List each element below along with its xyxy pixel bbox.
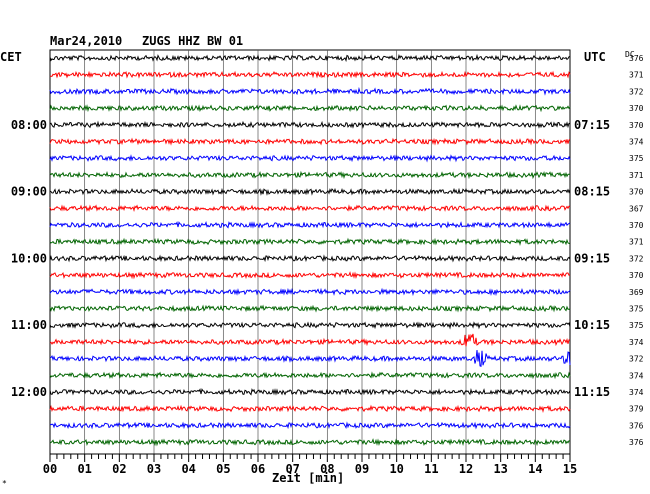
seismic-trace [49, 254, 571, 263]
seismic-trace [49, 104, 571, 113]
x-tick-label: 13 [493, 462, 507, 476]
left-time-label: 12:00 [11, 385, 47, 399]
left-time-label: 11:00 [11, 318, 47, 332]
seismic-trace [49, 321, 571, 330]
dc-offset-label: 374 [629, 138, 644, 147]
corner-mark: * [2, 479, 7, 488]
dc-offset-label: 370 [629, 188, 644, 197]
dc-offset-label: 374 [629, 388, 644, 397]
seismic-trace [49, 438, 571, 447]
dc-offset-label: 376 [629, 421, 644, 430]
header-station: ZUGS HHZ BW 01 [142, 34, 243, 48]
left-time-label: 08:00 [11, 118, 47, 132]
seismic-trace [49, 70, 571, 79]
x-tick-label: 05 [216, 462, 230, 476]
seismic-trace [49, 333, 571, 347]
dc-offset-label: 370 [629, 121, 644, 130]
dc-label: DC [625, 50, 635, 59]
seismic-trace [49, 387, 571, 396]
seismic-trace [49, 170, 571, 180]
seismic-trace [49, 137, 571, 146]
x-tick-label: 12 [459, 462, 473, 476]
dc-offset-label: 372 [629, 355, 644, 364]
seismic-trace [49, 287, 571, 297]
seismic-trace [49, 53, 571, 63]
dc-offset-label: 379 [629, 405, 644, 414]
dc-offset-label: 375 [629, 154, 644, 163]
seismic-trace [49, 271, 571, 280]
x-axis-label: Zeit [min] [272, 471, 344, 485]
dc-offset-label: 371 [629, 238, 644, 247]
seismic-trace [49, 120, 571, 129]
x-tick-label: 10 [389, 462, 403, 476]
x-tick-label: 11 [424, 462, 438, 476]
x-tick-label: 09 [355, 462, 369, 476]
x-tick-label: 06 [251, 462, 265, 476]
dc-offset-label: 376 [629, 54, 644, 63]
right-time-label: 10:15 [574, 318, 610, 332]
seismic-trace [49, 86, 571, 96]
x-axis: 00 01 02 03 04 05 06 07 08 09 10 11 12 13 14 15 [43, 453, 577, 476]
dc-offset-label: 372 [629, 254, 644, 263]
seismic-trace [49, 187, 571, 196]
x-tick-label: 01 [77, 462, 91, 476]
dc-offset-label: 374 [629, 338, 644, 347]
dc-offset-label: 372 [629, 87, 644, 96]
dc-offset-label: 371 [629, 171, 644, 180]
right-zone-label: UTC [584, 50, 606, 64]
dc-offset-label: 374 [629, 371, 644, 380]
x-tick-label: 02 [112, 462, 126, 476]
dc-offset-labels: 376 371 372 370 370 374 375 371 370 367 370 371 372 3… [629, 54, 644, 447]
x-tick-label: 08 [320, 462, 334, 476]
dc-offset-label: 376 [629, 438, 644, 447]
right-time-label: 07:15 [574, 118, 610, 132]
left-zone-label: CET [0, 50, 22, 64]
seismic-trace [49, 154, 571, 163]
seismic-trace [49, 204, 571, 213]
dc-offset-label: 369 [629, 288, 644, 297]
seismic-trace [49, 421, 571, 430]
seismic-trace [49, 304, 571, 313]
left-time-label: 09:00 [11, 185, 47, 199]
seismic-trace [49, 404, 571, 414]
x-tick-label: 14 [528, 462, 542, 476]
seismic-trace [49, 349, 571, 368]
left-time-label: 10:00 [11, 251, 47, 265]
dc-offset-label: 370 [629, 104, 644, 113]
x-tick-label: 15 [563, 462, 577, 476]
left-time-labels: 08:00 09:00 10:00 11:00 12:00 [11, 118, 47, 399]
right-time-labels: 07:15 08:15 09:15 10:15 11:15 [574, 118, 610, 399]
right-time-label: 09:15 [574, 251, 610, 265]
x-tick-label: 04 [181, 462, 195, 476]
seismic-trace [49, 371, 571, 380]
traces [49, 53, 571, 447]
dc-offset-label: 375 [629, 321, 644, 330]
dc-offset-label: 375 [629, 305, 644, 314]
right-time-label: 11:15 [574, 385, 610, 399]
header-date: Mar24,2010 [50, 34, 122, 48]
dc-offset-label: 370 [629, 221, 644, 230]
x-tick-label: 00 [43, 462, 57, 476]
dc-offset-label: 370 [629, 271, 644, 280]
seismic-trace [49, 220, 571, 229]
dc-offset-label: 371 [629, 71, 644, 80]
x-tick-label: 07 [285, 462, 299, 476]
seismic-trace [49, 237, 571, 247]
dc-offset-label: 367 [629, 204, 644, 213]
right-time-label: 08:15 [574, 185, 610, 199]
x-tick-label: 03 [147, 462, 161, 476]
